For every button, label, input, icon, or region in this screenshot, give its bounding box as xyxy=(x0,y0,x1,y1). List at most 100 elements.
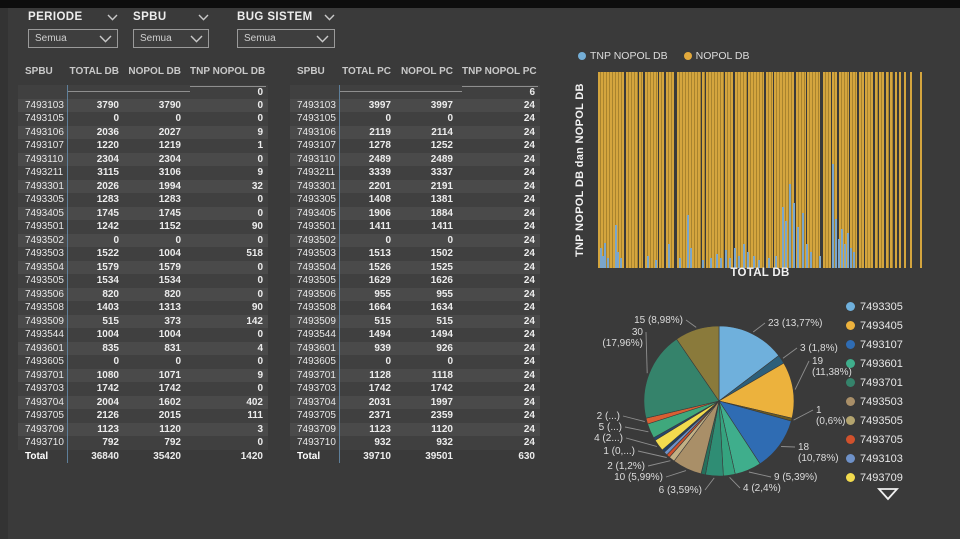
bar-cluster[interactable] xyxy=(875,72,878,268)
table-row[interactable]: 7493508 1403 1313 90 xyxy=(18,301,268,315)
bar-cluster[interactable] xyxy=(748,72,764,268)
legend-item[interactable]: 7493701 xyxy=(846,373,903,392)
legend-item[interactable]: 7493503 xyxy=(846,392,903,411)
table-row[interactable]: 7493709 1123 1120 24 xyxy=(290,422,540,436)
bar-cluster[interactable] xyxy=(725,72,733,268)
table-row[interactable]: 7493601 835 831 4 xyxy=(18,341,268,355)
bar-cluster[interactable] xyxy=(677,72,701,268)
table-row[interactable]: 7493505 1534 1534 0 xyxy=(18,274,268,288)
table-header-row[interactable]: SPBU TOTAL PC NOPOL PC TNP NOPOL PC xyxy=(290,64,540,79)
table-row[interactable]: 7493110 2489 2489 24 xyxy=(290,152,540,166)
legend-item[interactable]: NOPOL DB xyxy=(683,50,749,62)
bar-cluster[interactable] xyxy=(899,72,901,268)
table-row[interactable]: 7493705 2126 2015 111 xyxy=(18,409,268,423)
table-row[interactable]: 7493544 1494 1494 24 xyxy=(290,328,540,342)
bar-cluster[interactable] xyxy=(832,72,837,268)
table-row[interactable]: 7493501 1242 1152 90 xyxy=(18,220,268,234)
bar-cluster[interactable] xyxy=(920,72,922,268)
pie-chart[interactable]: 23 (13,77%) 3 (1,8%) 19 (11,38%) 1 (0,6%) 18 (1… xyxy=(585,298,855,510)
table-row[interactable]: 7493405 1745 1745 0 xyxy=(18,206,268,220)
legend-item[interactable]: 7493405 xyxy=(846,316,903,335)
table-row[interactable]: 7493501 1411 1411 24 xyxy=(290,220,540,234)
legend-item[interactable]: 7493709 xyxy=(846,468,903,487)
filter-spbu-header[interactable]: SPBU xyxy=(133,9,209,25)
table-row[interactable]: 7493503 1522 1004 518 xyxy=(18,247,268,261)
table-row[interactable]: 7493502 0 0 24 xyxy=(290,233,540,247)
table-row[interactable]: 7493710 792 792 0 xyxy=(18,436,268,450)
bar-cluster[interactable] xyxy=(766,72,773,268)
bar-cluster[interactable] xyxy=(702,72,705,268)
table-row[interactable]: 7493703 1742 1742 24 xyxy=(290,382,540,396)
bar-cluster[interactable] xyxy=(735,72,747,268)
table-row[interactable]: 7493105 0 0 24 xyxy=(290,112,540,126)
table-row[interactable]: 7493701 1080 1071 9 xyxy=(18,368,268,382)
bar-cluster[interactable] xyxy=(626,72,638,268)
table-row[interactable]: 7493601 939 926 24 xyxy=(290,341,540,355)
bar-cluster[interactable] xyxy=(865,72,873,268)
table-row[interactable]: 7493305 1283 1283 0 xyxy=(18,193,268,207)
table-row[interactable]: 7493211 3339 3337 24 xyxy=(290,166,540,180)
chevron-down-icon[interactable] xyxy=(876,487,900,507)
bar-cluster[interactable] xyxy=(706,72,724,268)
legend-item[interactable]: 7493505 xyxy=(846,411,903,430)
bar-cluster[interactable] xyxy=(645,72,658,268)
bar-cluster[interactable] xyxy=(659,72,664,268)
bar-cluster[interactable] xyxy=(886,72,889,268)
table-blank-row[interactable]: 0 xyxy=(18,85,268,99)
bar-cluster[interactable] xyxy=(666,72,674,268)
chevron-down-icon[interactable] xyxy=(107,14,118,21)
bar-cluster[interactable] xyxy=(839,72,849,268)
table-row[interactable]: 7493503 1513 1502 24 xyxy=(290,247,540,261)
table-row[interactable]: 7493506 820 820 0 xyxy=(18,287,268,301)
legend-item[interactable]: 7493601 xyxy=(846,354,903,373)
table-row[interactable]: 7493509 515 373 142 xyxy=(18,314,268,328)
bar-cluster[interactable] xyxy=(859,72,864,268)
table-row[interactable]: 7493305 1408 1381 24 xyxy=(290,193,540,207)
table-row[interactable]: 7493103 3790 3790 0 xyxy=(18,98,268,112)
bar-cluster[interactable] xyxy=(890,72,893,268)
table-row[interactable]: 7493106 2119 2114 24 xyxy=(290,125,540,139)
table-row[interactable]: 7493605 0 0 0 xyxy=(18,355,268,369)
bar-cluster[interactable] xyxy=(879,72,884,268)
table-row[interactable]: 7493704 2031 1997 24 xyxy=(290,395,540,409)
table-row[interactable]: 7493301 2026 1994 32 xyxy=(18,179,268,193)
filter-spbu-dropdown[interactable]: Semua xyxy=(133,29,209,48)
table-row[interactable]: 7493504 1579 1579 0 xyxy=(18,260,268,274)
table-row[interactable]: 7493705 2371 2359 24 xyxy=(290,409,540,423)
bar-chart-plot[interactable] xyxy=(598,72,922,268)
table-row[interactable]: 7493709 1123 1120 3 xyxy=(18,422,268,436)
legend-item[interactable]: 7493305 xyxy=(846,297,903,316)
table-row[interactable]: 7493105 0 0 0 xyxy=(18,112,268,126)
table-row[interactable]: 7493405 1906 1884 24 xyxy=(290,206,540,220)
table-row[interactable]: 7493110 2304 2304 0 xyxy=(18,152,268,166)
filter-bug-sistem-dropdown[interactable]: Semua xyxy=(237,29,335,48)
table-row[interactable]: 7493505 1629 1626 24 xyxy=(290,274,540,288)
pie-slice[interactable] xyxy=(643,338,720,419)
filter-bug-sistem-header[interactable]: BUG SISTEM xyxy=(237,9,335,25)
table-row[interactable]: 7493710 932 932 24 xyxy=(290,436,540,450)
bar-cluster[interactable] xyxy=(910,72,912,268)
table-header-row[interactable]: SPBU TOTAL DB NOPOL DB TNP NOPOL DB xyxy=(18,64,268,79)
table-row[interactable]: 7493107 1278 1252 24 xyxy=(290,139,540,153)
legend-item[interactable]: 7493103 xyxy=(846,449,903,468)
table-row[interactable]: 7493504 1526 1525 24 xyxy=(290,260,540,274)
bar-cluster[interactable] xyxy=(774,72,794,268)
table-row[interactable]: 7493107 1220 1219 1 xyxy=(18,139,268,153)
table-row[interactable]: 7493211 3115 3106 9 xyxy=(18,166,268,180)
table-row[interactable]: 7493502 0 0 0 xyxy=(18,233,268,247)
bar-cluster[interactable] xyxy=(598,72,624,268)
filter-periode-dropdown[interactable]: Semua xyxy=(28,29,118,48)
table-row[interactable]: 7493103 3997 3997 24 xyxy=(290,98,540,112)
table-row[interactable]: 7493506 955 955 24 xyxy=(290,287,540,301)
bar-cluster[interactable] xyxy=(823,72,831,268)
pie-slice[interactable] xyxy=(676,325,720,402)
legend-item[interactable]: 7493107 xyxy=(846,335,903,354)
chevron-down-icon[interactable] xyxy=(324,14,335,21)
table-row[interactable]: 7493703 1742 1742 0 xyxy=(18,382,268,396)
bar-cluster[interactable] xyxy=(850,72,857,268)
legend-item[interactable]: 7493705 xyxy=(846,430,903,449)
pie-slice[interactable] xyxy=(718,325,780,402)
table-blank-row[interactable]: 6 xyxy=(290,85,540,99)
bar-cluster[interactable] xyxy=(796,72,806,268)
table-row[interactable]: 7493106 2036 2027 9 xyxy=(18,125,268,139)
